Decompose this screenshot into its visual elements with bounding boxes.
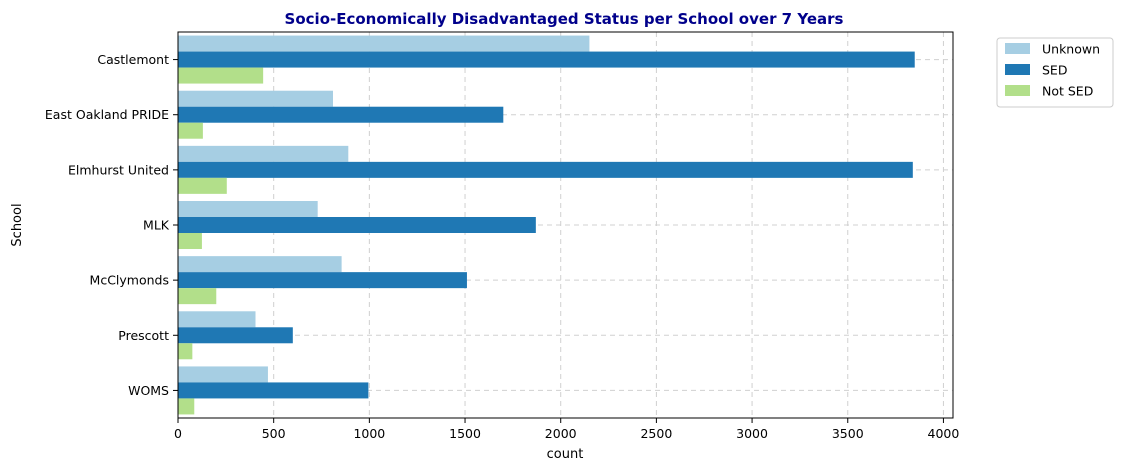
y-tick-label: Castlemont bbox=[97, 52, 169, 67]
y-tick-label: McClymonds bbox=[90, 273, 169, 288]
bar-sed bbox=[178, 272, 467, 289]
legend-swatch bbox=[1005, 43, 1030, 54]
bar-unknown bbox=[178, 256, 342, 273]
bar-sed bbox=[178, 382, 369, 399]
legend: Unknown SED Not SED bbox=[996, 37, 1114, 108]
x-tick-label: 0 bbox=[174, 426, 182, 441]
bar-sed bbox=[178, 161, 913, 178]
y-axis-label: School bbox=[10, 203, 25, 246]
x-tick-label: 1000 bbox=[353, 426, 385, 441]
x-tick-label: 3500 bbox=[832, 426, 864, 441]
chart-title: Socio-Economically Disadvantaged Status … bbox=[285, 10, 844, 28]
bar-unknown bbox=[178, 366, 268, 383]
legend-label: Unknown bbox=[1042, 42, 1100, 57]
bar-sed bbox=[178, 106, 504, 123]
y-tick-label: East Oakland PRIDE bbox=[45, 107, 169, 122]
bar-unknown bbox=[178, 90, 333, 107]
bar-sed bbox=[178, 327, 293, 344]
y-tick-label: Elmhurst United bbox=[68, 162, 169, 177]
x-axis: 0 500 1000 1500 2000 2500 3000 3500 4000 bbox=[174, 418, 959, 441]
x-tick-label: 2500 bbox=[640, 426, 672, 441]
bars bbox=[178, 35, 915, 415]
bar-not-sed bbox=[178, 122, 203, 139]
bar-not-sed bbox=[178, 233, 202, 249]
bar-unknown bbox=[178, 145, 349, 162]
legend-swatch bbox=[1005, 85, 1030, 96]
y-tick-label: Prescott bbox=[118, 328, 169, 343]
bar-unknown bbox=[178, 35, 590, 52]
bar-not-sed bbox=[178, 343, 193, 360]
y-tick-label: MLK bbox=[143, 218, 170, 233]
x-tick-label: 4000 bbox=[928, 426, 960, 441]
legend-swatch bbox=[1005, 64, 1030, 75]
x-tick-label: 1500 bbox=[449, 426, 481, 441]
bar-sed bbox=[178, 217, 536, 233]
bar-sed bbox=[178, 51, 915, 68]
y-axis: Castlemont East Oakland PRIDE Elmhurst Uni… bbox=[45, 52, 178, 398]
x-tick-label: 500 bbox=[262, 426, 286, 441]
x-tick-label: 3000 bbox=[736, 426, 768, 441]
y-tick-label: WOMS bbox=[128, 383, 169, 398]
bar-not-sed bbox=[178, 67, 264, 84]
x-axis-label: count bbox=[547, 447, 584, 462]
bar-not-sed bbox=[178, 288, 217, 305]
bar-not-sed bbox=[178, 398, 195, 415]
x-tick-label: 2000 bbox=[545, 426, 577, 441]
legend-label: SED bbox=[1042, 63, 1067, 78]
bar-unknown bbox=[178, 311, 256, 328]
legend-label: Not SED bbox=[1042, 84, 1093, 99]
bar-not-sed bbox=[178, 177, 227, 194]
bar-unknown bbox=[178, 201, 318, 217]
